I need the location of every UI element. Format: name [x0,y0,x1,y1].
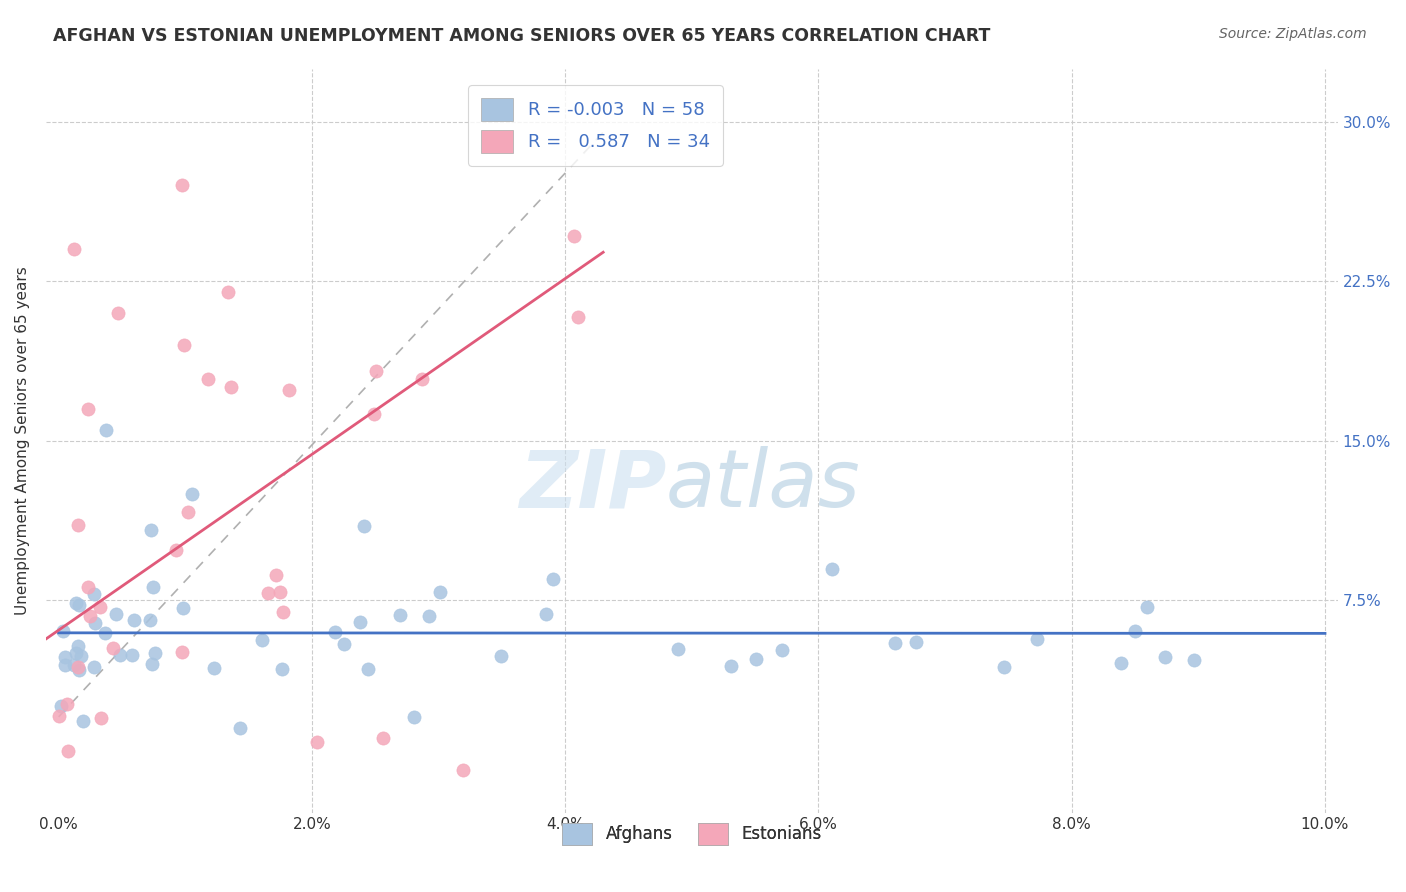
Point [172,601,194,615]
Point [418,609,440,624]
Point [143,646,166,660]
Point [107,306,129,320]
Point [567,310,589,325]
Point [257,586,280,600]
Point [363,407,385,421]
Point [323,624,346,639]
Point [904,635,927,649]
Point [138,613,160,627]
Point [389,608,412,623]
Point [83,587,105,601]
Point [305,735,328,749]
Point [1153,650,1175,665]
Point [177,505,200,519]
Point [197,372,219,386]
Point [993,660,1015,674]
Point [534,607,557,621]
Point [79,609,101,624]
Point [84,616,107,631]
Point [165,543,187,558]
Point [72,714,94,728]
Text: ZIP: ZIP [519,446,666,524]
Point [172,644,194,658]
Point [122,613,145,627]
Point [219,380,242,394]
Point [820,561,842,575]
Point [1136,599,1159,614]
Point [96,423,118,437]
Point [228,721,250,735]
Point [110,648,132,662]
Point [1025,632,1047,646]
Point [70,648,93,663]
Point [541,572,564,586]
Point [90,711,112,725]
Point [67,663,90,677]
Point [1182,653,1205,667]
Point [63,242,86,256]
Point [429,584,451,599]
Point [141,657,163,672]
Point [356,662,378,676]
Point [77,580,100,594]
Point [66,639,89,653]
Point [562,228,585,243]
Point [139,523,162,537]
Text: Source: ZipAtlas.com: Source: ZipAtlas.com [1219,27,1367,41]
Point [373,731,395,746]
Point [172,178,194,193]
Point [65,596,87,610]
Point [83,660,105,674]
Text: AFGHAN VS ESTONIAN UNEMPLOYMENT AMONG SENIORS OVER 65 YEARS CORRELATION CHART: AFGHAN VS ESTONIAN UNEMPLOYMENT AMONG SE… [53,27,991,45]
Point [349,615,371,630]
Point [173,338,195,352]
Point [101,641,124,656]
Point [48,708,70,723]
Point [49,699,72,714]
Point [142,580,165,594]
Point [66,660,89,674]
Point [264,568,287,582]
Point [252,633,274,648]
Y-axis label: Unemployment Among Seniors over 65 years: Unemployment Among Seniors over 65 years [15,266,30,615]
Point [67,517,90,532]
Point [63,658,86,673]
Point [720,658,742,673]
Point [411,372,433,386]
Point [55,658,77,673]
Point [269,585,291,599]
Point [53,650,76,665]
Point [181,486,204,500]
Point [278,383,301,397]
Point [451,763,474,777]
Text: atlas: atlas [666,446,860,524]
Point [353,518,375,533]
Point [1109,657,1132,671]
Point [366,364,388,378]
Point [204,660,226,674]
Point [666,641,689,656]
Point [89,600,111,615]
Point [770,643,793,657]
Point [76,401,98,416]
Legend: Afghans, Estonians: Afghans, Estonians [551,812,832,856]
Point [402,710,425,724]
Point [121,648,143,662]
Point [94,625,117,640]
Point [883,636,905,650]
Point [217,285,239,299]
Point [271,605,294,619]
Point [1123,624,1146,639]
Point [56,697,79,711]
Point [104,607,127,621]
Point [52,624,75,639]
Point [271,662,294,676]
Point [58,744,80,758]
Point [333,637,356,651]
Point [744,652,766,666]
Point [489,648,512,663]
Point [65,646,87,660]
Point [67,599,90,613]
